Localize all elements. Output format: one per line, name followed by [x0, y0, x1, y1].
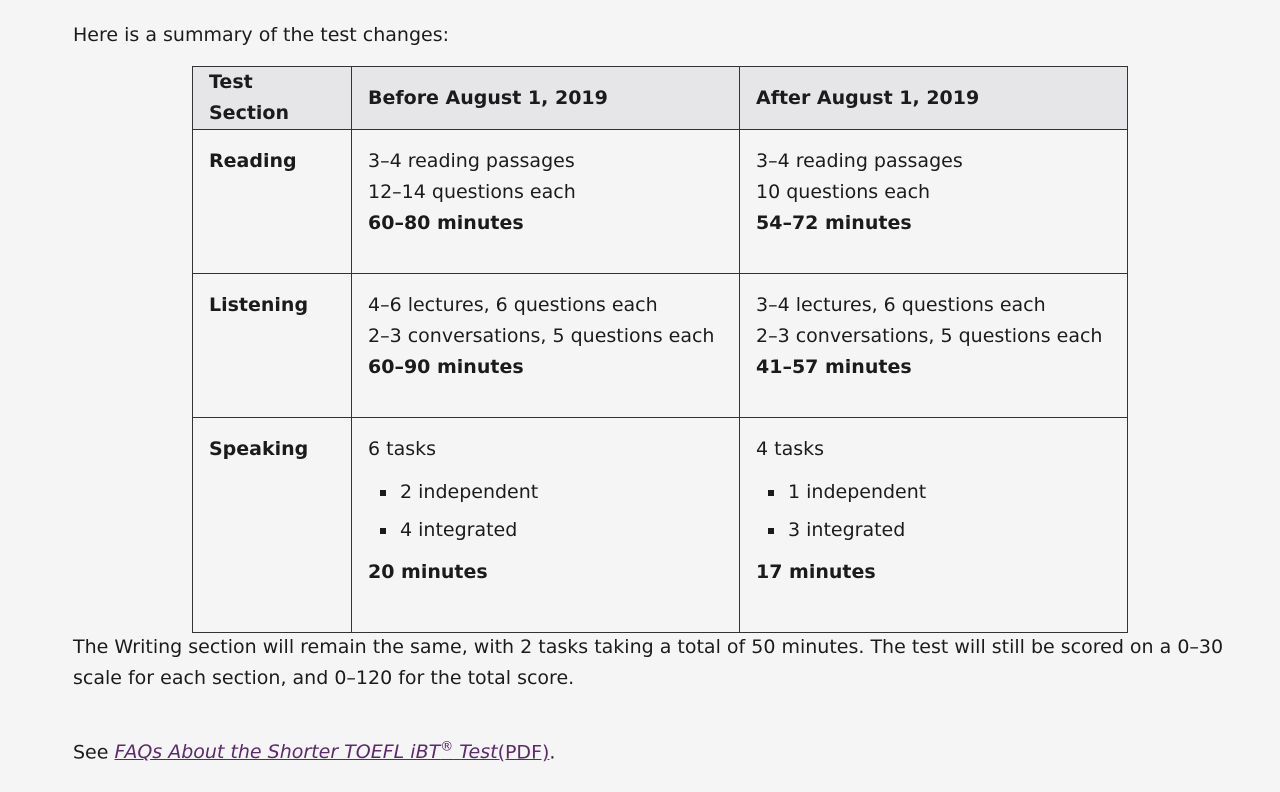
see-line: See FAQs About the Shorter TOEFL iBT® Te… [73, 740, 555, 763]
task-item: 4 integrated [398, 511, 723, 549]
registered-mark: ® [440, 740, 454, 755]
cell-line: 12–14 questions each [368, 181, 576, 203]
cell-line: 3–4 reading passages [368, 150, 575, 172]
task-item: 1 independent [786, 473, 1111, 511]
table-body: Reading 3–4 reading passages 12–14 questio… [192, 129, 1128, 633]
intro-text: Here is a summary of the test changes: [73, 24, 450, 46]
see-prefix: See [73, 741, 109, 764]
cell-line: 3–4 lectures, 6 questions each [756, 294, 1046, 316]
cell-time: 60–90 minutes [368, 356, 524, 378]
before-cell: 6 tasks 2 independent4 integrated 20 minut… [351, 417, 740, 633]
task-item: 3 integrated [786, 511, 1111, 549]
table-row: Speaking 6 tasks 2 independent4 integrated… [192, 417, 1128, 633]
pdf-link[interactable]: (PDF) [497, 741, 550, 764]
header-cell: Before August 1, 2019 [351, 66, 740, 130]
cell-line: 4–6 lectures, 6 questions each [368, 294, 658, 316]
task-item: 2 independent [398, 473, 723, 511]
section-cell: Speaking [192, 417, 352, 633]
cell-line: 2–3 conversations, 5 questions each [756, 325, 1103, 347]
task-list: 2 independent4 integrated [368, 473, 723, 549]
table-row: Reading 3–4 reading passages 12–14 questio… [192, 129, 1128, 274]
cell-line: 2–3 conversations, 5 questions each [368, 325, 715, 347]
cell-line: 3–4 reading passages [756, 150, 963, 172]
section-cell: Reading [192, 129, 352, 274]
cell-time: 17 minutes [756, 561, 876, 583]
cell-time: 41–57 minutes [756, 356, 912, 378]
link-text: Test [459, 741, 498, 764]
table-row: Listening 4–6 lectures, 6 questions each 2… [192, 273, 1128, 418]
after-cell: 4 tasks 1 independent3 integrated 17 minut… [739, 417, 1128, 633]
see-suffix: . [549, 741, 556, 764]
section-cell: Listening [192, 273, 352, 418]
header-cell: Test Section [192, 66, 352, 130]
after-cell: 3–4 lectures, 6 questions each 2–3 conver… [739, 273, 1128, 418]
cell-line: 4 tasks [756, 438, 825, 460]
before-cell: 3–4 reading passages 12–14 questions each… [351, 129, 740, 274]
before-cell: 4–6 lectures, 6 questions each 2–3 conver… [351, 273, 740, 418]
note-text: The Writing section will remain the same… [73, 636, 1224, 689]
task-list: 1 independent3 integrated [756, 473, 1111, 549]
after-cell: 3–4 reading passages 10 questions each 54–… [739, 129, 1128, 274]
header-cell: After August 1, 2019 [739, 66, 1128, 130]
header-row: Test Section Before August 1, 2019 After… [192, 66, 1128, 130]
faq-link[interactable]: FAQs About the Shorter TOEFL iBT® Test [114, 740, 498, 764]
cell-line: 10 questions each [756, 181, 931, 203]
cell-line: 6 tasks [368, 438, 437, 460]
cell-time: 54–72 minutes [756, 212, 912, 234]
cell-time: 60–80 minutes [368, 212, 524, 234]
changes-table: Test Section Before August 1, 2019 After… [192, 66, 1128, 633]
link-text: FAQs About the Shorter TOEFL iBT [114, 741, 441, 764]
cell-time: 20 minutes [368, 561, 488, 583]
